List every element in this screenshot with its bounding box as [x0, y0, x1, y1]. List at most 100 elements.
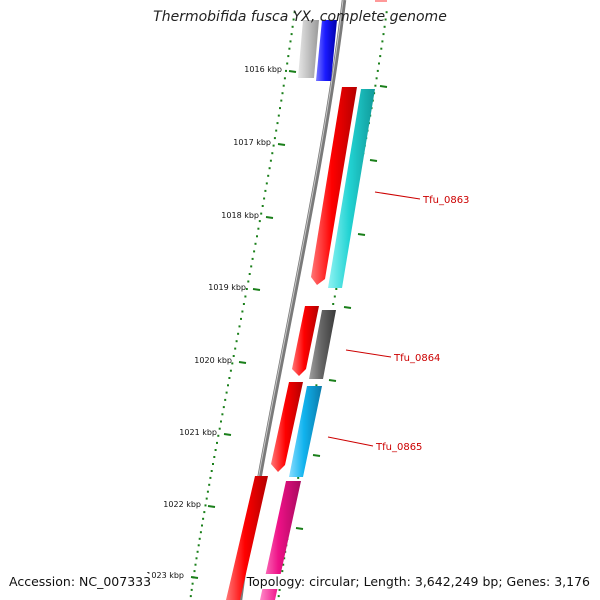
minor-tick-inner — [196, 550, 199, 553]
minor-tick-inner — [245, 288, 248, 290]
minor-tick-inner — [267, 174, 270, 177]
minor-tick-inner — [194, 563, 197, 566]
minor-tick-inner — [244, 295, 247, 298]
cds-reverse-tfu-0865 — [289, 386, 322, 477]
minor-tick-inner — [235, 340, 238, 343]
minor-tick-inner — [250, 265, 253, 268]
minor-tick-inner — [260, 212, 263, 215]
cds-forward-tfu-0864 — [292, 306, 319, 376]
minor-tick-inner — [254, 242, 257, 245]
minor-tick-inner — [265, 182, 268, 185]
minor-tick-inner — [238, 325, 241, 328]
minor-tick-inner — [271, 152, 274, 155]
minor-tick-inner — [221, 413, 224, 416]
genome-summary-text: Topology: circular; Length: 3,642,249 bp… — [246, 574, 590, 589]
minor-tick-inner — [240, 317, 242, 320]
minor-tick-inner — [225, 391, 228, 394]
minor-tick-inner — [189, 595, 192, 598]
major-tick-outer — [312, 454, 321, 457]
minor-tick-inner — [222, 406, 225, 409]
major-tick-inner — [288, 70, 297, 73]
minor-tick-inner — [272, 144, 275, 147]
minor-tick-inner — [253, 250, 256, 253]
scale-label-1022: 1022 kbp — [163, 500, 201, 509]
connector-tfu-0864 — [345, 349, 392, 358]
minor-tick-inner — [287, 55, 290, 58]
minor-tick-outer — [385, 11, 388, 14]
major-tick-outer — [328, 379, 337, 382]
major-tick-inner — [252, 288, 261, 291]
minor-tick-inner — [285, 69, 287, 72]
minor-tick-inner — [256, 235, 258, 238]
minor-tick-inner — [290, 33, 293, 36]
minor-tick-inner — [213, 456, 216, 458]
minor-tick-inner — [195, 557, 198, 560]
minor-tick-outer — [383, 25, 386, 28]
minor-tick-inner — [193, 570, 196, 573]
minor-tick-outer — [315, 384, 318, 387]
minor-tick-inner — [218, 427, 221, 430]
minor-tick-outer — [374, 84, 377, 87]
scale-label-1020: 1020 kbp — [194, 356, 232, 365]
gene-label-tfu-0865: Tfu_0865 — [375, 442, 422, 453]
cds-forward-tfu-0865 — [271, 382, 303, 472]
major-tick-outer — [357, 233, 366, 236]
minor-tick-inner — [210, 470, 213, 472]
major-tick-outer — [295, 527, 304, 530]
minor-tick-inner — [286, 62, 289, 65]
scale-label-1018: 1018 kbp — [221, 211, 259, 220]
minor-tick-inner — [263, 197, 266, 200]
major-tick-inner — [238, 361, 247, 364]
major-tick-inner — [207, 505, 216, 508]
minor-tick-inner — [257, 227, 260, 230]
minor-tick-inner — [258, 220, 261, 223]
minor-tick-inner — [280, 99, 283, 102]
connector-tfu-0865 — [327, 436, 374, 447]
minor-tick-inner — [209, 476, 212, 479]
minor-tick-inner — [208, 483, 211, 486]
minor-tick-inner — [231, 362, 234, 365]
minor-tick-inner — [247, 280, 250, 283]
minor-tick-outer — [375, 77, 378, 80]
minor-tick-inner — [242, 303, 245, 305]
minor-tick-outer — [378, 62, 380, 65]
scale-label-1023: 1023 kbp — [146, 571, 184, 580]
major-tick-outer — [379, 85, 388, 88]
gene-label-tfu-0863: Tfu_0863 — [422, 195, 469, 206]
minor-tick-inner — [205, 497, 208, 500]
minor-tick-inner — [197, 544, 200, 547]
minor-tick-inner — [261, 205, 264, 207]
minor-tick-inner — [234, 347, 237, 350]
minor-tick-outer — [333, 295, 336, 298]
cds-reverse-lower — [260, 481, 301, 600]
minor-tick-inner — [232, 355, 235, 357]
gene-label-tfu-0864: Tfu_0864 — [393, 353, 440, 364]
minor-tick-outer — [379, 55, 382, 58]
major-tick-outer — [343, 306, 352, 309]
minor-tick-inner — [273, 137, 276, 140]
minor-tick-inner — [282, 84, 285, 87]
minor-tick-inner — [292, 18, 295, 21]
minor-tick-inner — [251, 257, 254, 260]
minor-tick-inner — [289, 40, 292, 43]
minor-tick-inner — [214, 449, 217, 451]
minor-tick-inner — [275, 129, 278, 132]
minor-tick-inner — [224, 398, 227, 401]
minor-tick-inner — [277, 114, 280, 117]
minor-tick-outer — [382, 33, 385, 36]
minor-tick-outer — [283, 557, 286, 560]
minor-tick-inner — [212, 463, 214, 465]
minor-tick-inner — [241, 310, 244, 313]
scale-label-1016: 1016 kbp — [244, 65, 282, 74]
minor-tick-inner — [269, 159, 272, 162]
cds-forward-tfu-0863 — [311, 87, 357, 285]
map-title: Thermobifida fusca YX, complete genome — [153, 9, 447, 25]
minor-tick-outer — [277, 595, 280, 598]
major-tick-inner — [190, 576, 199, 579]
minor-tick-inner — [198, 537, 201, 540]
minor-tick-inner — [281, 92, 284, 95]
minor-tick-outer — [384, 18, 387, 21]
gene-label-connectors — [327, 191, 421, 447]
